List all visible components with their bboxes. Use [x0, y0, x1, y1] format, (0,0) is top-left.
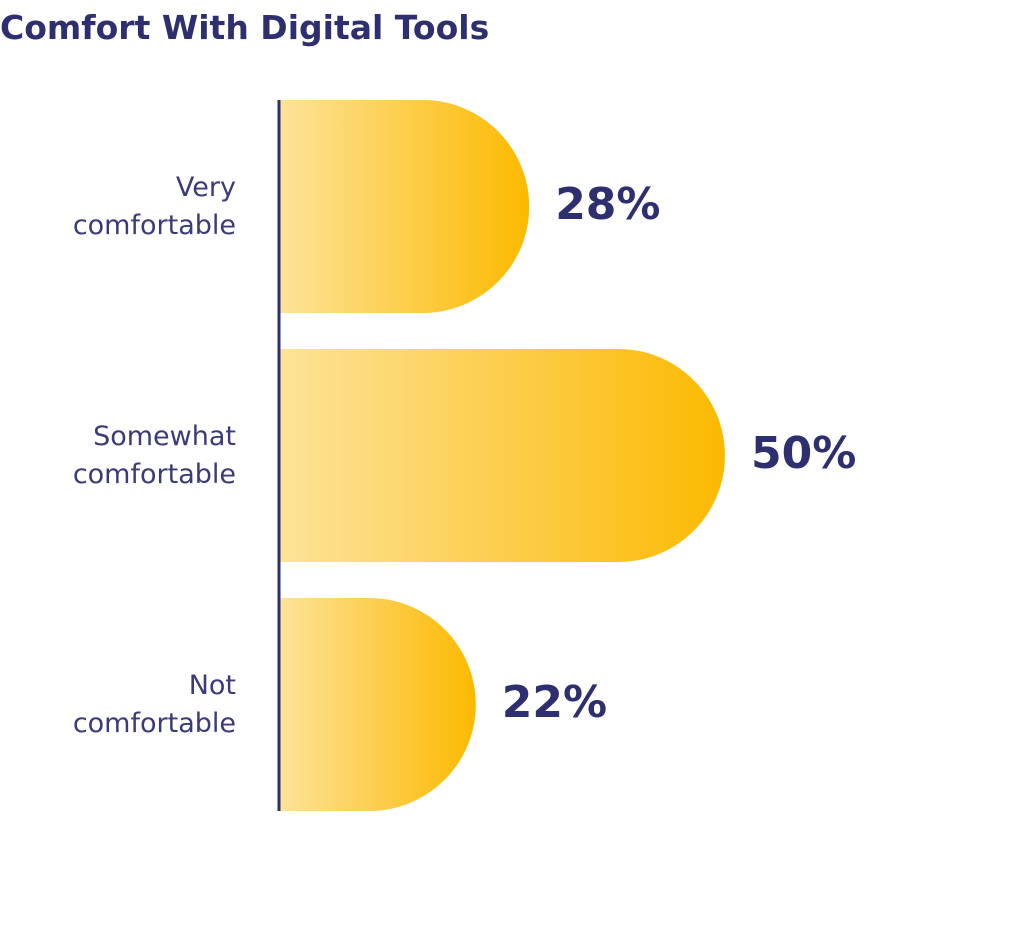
bar: [280, 100, 530, 313]
category-label: Somewhat comfortable: [72, 420, 236, 490]
value-label: 22%: [501, 676, 608, 728]
category-label: Not comfortable: [72, 669, 236, 739]
value-label: 50%: [751, 427, 857, 479]
category-label: Very comfortable: [72, 171, 236, 241]
bar: [280, 598, 476, 811]
value-label: 28%: [555, 178, 661, 230]
bar: [280, 349, 725, 562]
chart-title: Comfort With Digital Tools: [0, 8, 490, 47]
